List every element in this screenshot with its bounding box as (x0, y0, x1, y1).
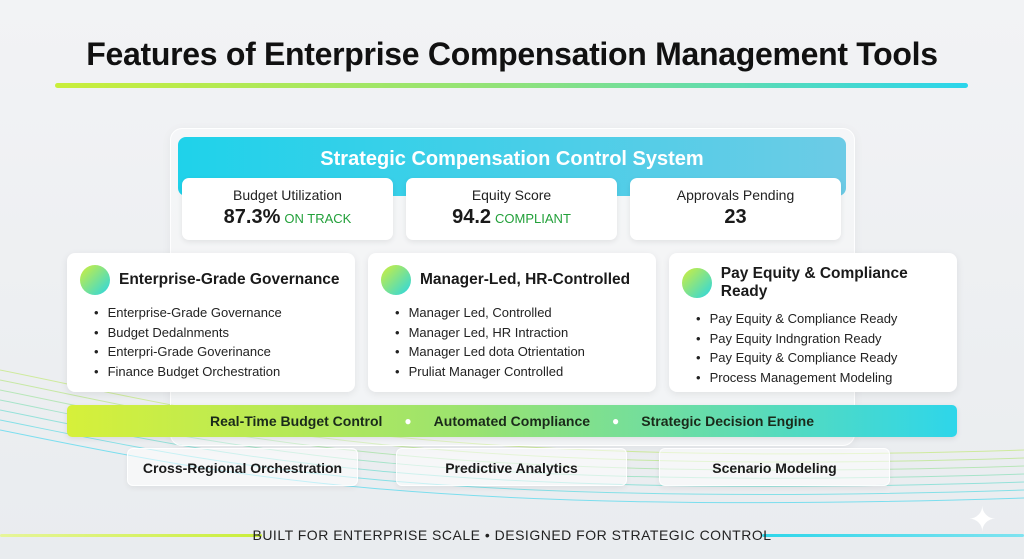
metric-value: 94.2 (452, 206, 492, 228)
list-item: Manager Led dota Otrientation (395, 342, 656, 362)
metric-equity-score: Equity Score 94.2 COMPLIANT (406, 178, 617, 240)
metric-label: Approvals Pending (676, 187, 795, 203)
gradient-circle-icon (381, 265, 411, 295)
feature-card-pay-equity: Pay Equity & Compliance Ready Pay Equity… (669, 253, 957, 392)
sparkle-icon: ✦ (968, 501, 997, 539)
footer-line-right (762, 534, 1024, 537)
band-item: Strategic Decision Engine (641, 413, 814, 429)
footer-tagline: BUILT FOR ENTERPRISE SCALE • DESIGNED FO… (252, 527, 772, 543)
list-item: Pruliat Manager Controlled (395, 362, 656, 382)
gradient-circle-icon (80, 265, 110, 295)
list-item: Budget Dedalnments (94, 323, 355, 343)
list-item: Enterprise-Grade Governance (94, 303, 355, 323)
metric-label: Budget Utilization (233, 187, 342, 203)
list-item: Enterpri-Grade Goverinance (94, 342, 355, 362)
chip-scenario-modeling: Scenario Modeling (659, 448, 890, 486)
list-item: Manager Led, Controlled (395, 303, 656, 323)
metric-label: Equity Score (471, 187, 552, 203)
list-item: Pay Equity & Compliance Ready (696, 348, 957, 368)
band-item: Automated Compliance (433, 413, 591, 429)
list-item: Finance Budget Orchestration (94, 362, 355, 382)
separator-dot-icon: ● (612, 414, 620, 428)
feature-card-manager-led: Manager-Led, HR-Controlled Manager Led, … (368, 253, 656, 392)
card-title: Enterprise-Grade Governance (119, 271, 340, 288)
capabilities-band: Real-Time Budget Control ● Automated Comp… (67, 405, 957, 437)
list-item: Manager Led, HR Intraction (395, 323, 656, 343)
band-item: Real-Time Budget Control (210, 413, 383, 429)
footer-line-left (0, 534, 262, 537)
chip-predictive-analytics: Predictive Analytics (396, 448, 627, 486)
card-title: Pay Equity & Compliance Ready (720, 265, 908, 300)
gradient-circle-icon (682, 268, 712, 298)
title-underline (55, 83, 968, 88)
chip-cross-regional: Cross-Regional Orchestration (127, 448, 358, 486)
metric-value: 87.3% (223, 206, 281, 228)
page-title: Features of Enterprise Compensation Mana… (86, 36, 938, 72)
list-item: Pay Equity & Compliance Ready (696, 309, 957, 329)
feature-card-governance: Enterprise-Grade Governance Enterprise-G… (67, 253, 355, 392)
metric-budget-utilization: Budget Utilization 87.3% ON TRACK (182, 178, 393, 240)
card-title: Manager-Led, HR-Controlled (420, 271, 631, 288)
list-item: Process Management Modeling (696, 368, 957, 388)
separator-dot-icon: ● (404, 414, 412, 428)
metric-value: 23 (724, 206, 747, 228)
list-item: Pay Equity Indngration Ready (696, 329, 957, 349)
status-badge: ON TRACK (284, 211, 352, 226)
status-badge: COMPLIANT (495, 211, 571, 226)
metric-approvals-pending: Approvals Pending 23 (630, 178, 841, 240)
